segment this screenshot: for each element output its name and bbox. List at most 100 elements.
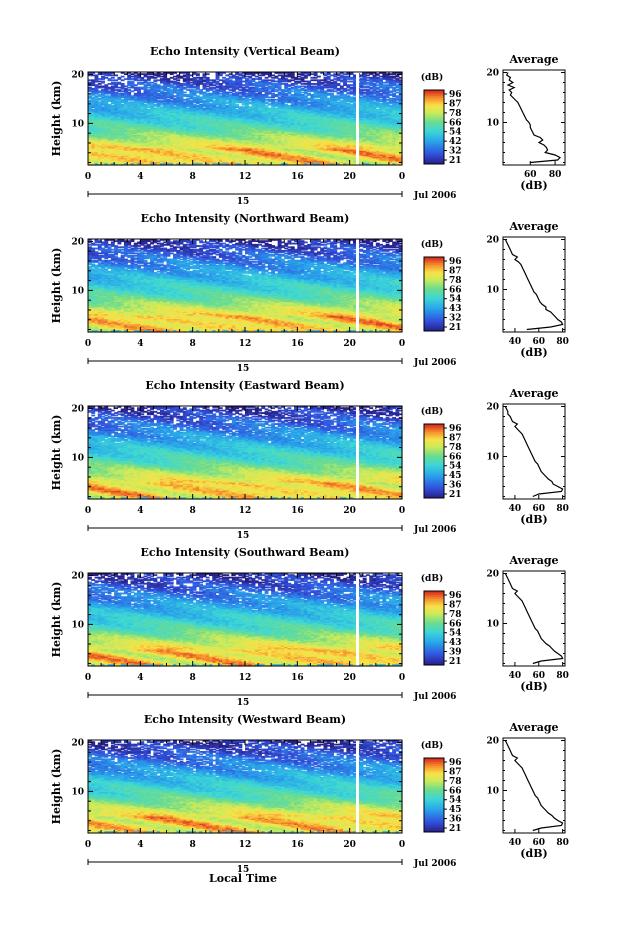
profile-y-tick-label: 20	[486, 236, 499, 246]
profile-line	[505, 741, 562, 831]
heatmap-title: Echo Intensity (Westward Beam)	[144, 713, 346, 726]
x-axis-label: Local Time	[209, 872, 277, 885]
y-axis-label: Height (km)	[50, 749, 63, 825]
data-gap-line	[356, 239, 359, 332]
x-tick-label: 4	[137, 339, 143, 349]
profile-line	[507, 73, 560, 163]
colorbar-tick-label: 21	[449, 323, 462, 333]
x-tick-label: 16	[291, 673, 304, 683]
data-gap-line	[356, 72, 359, 165]
y-tick-label: 20	[71, 571, 84, 581]
colorbar-unit: (dB)	[421, 573, 443, 584]
x-tick-label: 4	[137, 840, 143, 850]
profile-x-label: (dB)	[520, 680, 547, 693]
x-tick-label: 0	[85, 172, 91, 182]
data-gap-line	[356, 740, 359, 833]
heatmap-title: Echo Intensity (Northward Beam)	[141, 212, 350, 225]
y-tick-label: 20	[71, 738, 84, 748]
profile-x-tick-label: 80	[556, 838, 569, 848]
panel-4: Echo Intensity (Southward Beam) 0 4 8 12 16 20…	[50, 546, 569, 708]
heatmap-cells	[88, 239, 403, 333]
x-tick-label: 12	[239, 339, 252, 349]
x-tick-label: 8	[190, 673, 196, 683]
x-tick-label: 8	[190, 339, 196, 349]
day-label: 15	[237, 197, 250, 207]
y-axis-label: Height (km)	[50, 415, 63, 491]
day-label: 15	[237, 698, 250, 708]
data-gap-line	[356, 573, 359, 666]
x-tick-label: 8	[190, 172, 196, 182]
y-tick-label: 10	[71, 787, 84, 797]
profile-x-tick-label: 80	[556, 337, 569, 347]
panel-2: Echo Intensity (Northward Beam) 0 4 8 12 16 20…	[50, 212, 569, 374]
profile-line	[505, 574, 562, 664]
x-tick-label: 16	[291, 506, 304, 516]
colorbar-unit: (dB)	[421, 406, 443, 417]
heatmap-cells	[88, 72, 403, 166]
y-tick-label: 20	[71, 70, 84, 80]
profile-x-tick-label: 80	[549, 170, 562, 180]
x-tick-label: 20	[343, 840, 356, 850]
y-axis-label: Height (km)	[50, 81, 63, 157]
colorbar-tick-label: 21	[449, 490, 462, 500]
profile-frame	[503, 70, 565, 165]
data-gap-line	[356, 406, 359, 499]
y-tick-label: 20	[71, 237, 84, 247]
profile-x-label: (dB)	[520, 346, 547, 359]
profile-x-label: (dB)	[520, 513, 547, 526]
panel-3: Echo Intensity (Eastward Beam)0 4 8 12 16 20 0…	[50, 379, 569, 541]
profile-y-tick-label: 10	[486, 787, 499, 797]
x-tick-label: 20	[343, 506, 356, 516]
heatmap-title: Echo Intensity (Southward Beam)	[141, 546, 350, 559]
heatmap-cells	[88, 406, 403, 500]
colorbar-unit: (dB)	[421, 72, 443, 83]
x-tick-label: 12	[239, 172, 252, 182]
x-tick-label: 4	[137, 506, 143, 516]
x-tick-label: 0	[85, 506, 91, 516]
y-tick-label: 10	[71, 119, 84, 129]
profile-line	[505, 240, 562, 330]
profile-x-tick-label: 40	[509, 337, 522, 347]
profile-title: Average	[508, 53, 558, 66]
colorbar-unit: (dB)	[421, 740, 443, 751]
y-tick-label: 10	[71, 620, 84, 630]
x-tick-label: 0	[85, 840, 91, 850]
x-tick-label: 0	[399, 339, 405, 349]
profile-x-tick-label: 40	[509, 671, 522, 681]
day-label: 15	[237, 531, 250, 541]
heatmap-cells	[88, 573, 403, 667]
y-axis-label: Height (km)	[50, 582, 63, 658]
profile-y-tick-label: 20	[486, 570, 499, 580]
x-tick-label: 12	[239, 840, 252, 850]
x-tick-label: 20	[343, 172, 356, 182]
colorbar-unit: (dB)	[421, 239, 443, 250]
x-tick-label: 20	[343, 673, 356, 683]
x-tick-label: 0	[85, 673, 91, 683]
profile-x-tick-label: 80	[556, 504, 569, 514]
date-label: Jul 2006	[413, 692, 456, 702]
profile-x-tick-label: 40	[509, 504, 522, 514]
profile-x-tick-label: 40	[509, 838, 522, 848]
profile-title: Average	[508, 554, 558, 567]
x-tick-label: 0	[399, 506, 405, 516]
panel-5: Echo Intensity (Westward Beam)0 4 8 12 16 20 0…	[50, 713, 569, 885]
colorbar-tick-label: 21	[449, 824, 462, 834]
x-tick-label: 4	[137, 673, 143, 683]
y-tick-label: 10	[71, 286, 84, 296]
heatmap-title: Echo Intensity (Vertical Beam)	[150, 45, 340, 58]
y-tick-label: 10	[71, 453, 84, 463]
profile-y-tick-label: 10	[486, 119, 499, 129]
x-tick-label: 8	[190, 506, 196, 516]
x-tick-label: 16	[291, 339, 304, 349]
x-tick-label: 20	[343, 339, 356, 349]
date-label: Jul 2006	[413, 525, 456, 535]
x-tick-label: 0	[399, 840, 405, 850]
x-tick-label: 12	[239, 673, 252, 683]
x-tick-label: 0	[399, 673, 405, 683]
heatmap-title: Echo Intensity (Eastward Beam)	[145, 379, 344, 392]
profile-y-tick-label: 10	[486, 620, 499, 630]
